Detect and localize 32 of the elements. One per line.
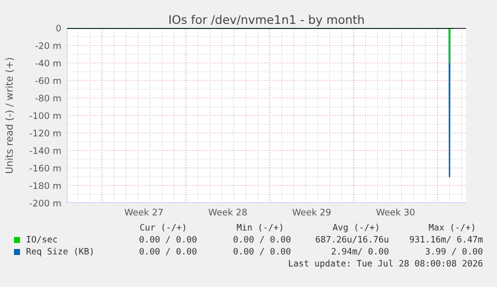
x-tick-label: Week 30 (376, 208, 415, 216)
y-tick-label: -160 m (30, 164, 61, 172)
x-tick-label: Week 29 (292, 208, 331, 216)
y-tick-label: -140 m (30, 147, 61, 154)
legend-label: Req Size (KB) (26, 248, 93, 256)
chart-title: IOs for /dev/nvme1n1 - by month (169, 14, 364, 26)
x-tick-label: Week 28 (208, 208, 247, 216)
y-tick-label: -120 m (30, 130, 61, 137)
y-tick-label: -80 m (35, 94, 61, 102)
text: Avg (-/+) (332, 224, 378, 232)
text: 687.26u/16.76u (316, 236, 388, 244)
y-tick-label: -20 m (35, 42, 61, 50)
text: 3.99 / 0.00 (426, 248, 482, 256)
x-tick-label: Week 27 (124, 208, 163, 216)
text: 0.00 / 0.00 (140, 248, 196, 256)
y-tick-label: -180 m (30, 182, 61, 190)
y-tick-label: -200 m (30, 200, 61, 207)
text: Min (-/+) (236, 224, 282, 232)
y-tick-label: 0 (56, 24, 61, 32)
text: 0.00 / 0.00 (140, 236, 196, 244)
text: 0.00 / 0.00 (234, 248, 290, 256)
y-axis-title: Units read (-) / write (+) (5, 58, 14, 174)
text: 2.94m/ 0.00 (332, 248, 388, 256)
text: Max (-/+) (428, 224, 474, 232)
y-tick-label: -40 m (35, 60, 61, 67)
text: Cur (-/+) (140, 224, 186, 232)
text: 931.16m/ 6.47m (410, 236, 483, 244)
legend-label: IO/sec (26, 236, 57, 244)
text: Last update: Tue Jul 28 08:00:08 2026 (289, 260, 482, 268)
text: 0.00 / 0.00 (234, 236, 290, 244)
y-tick-label: -100 m (30, 112, 61, 120)
y-tick-label: -60 m (35, 77, 61, 84)
